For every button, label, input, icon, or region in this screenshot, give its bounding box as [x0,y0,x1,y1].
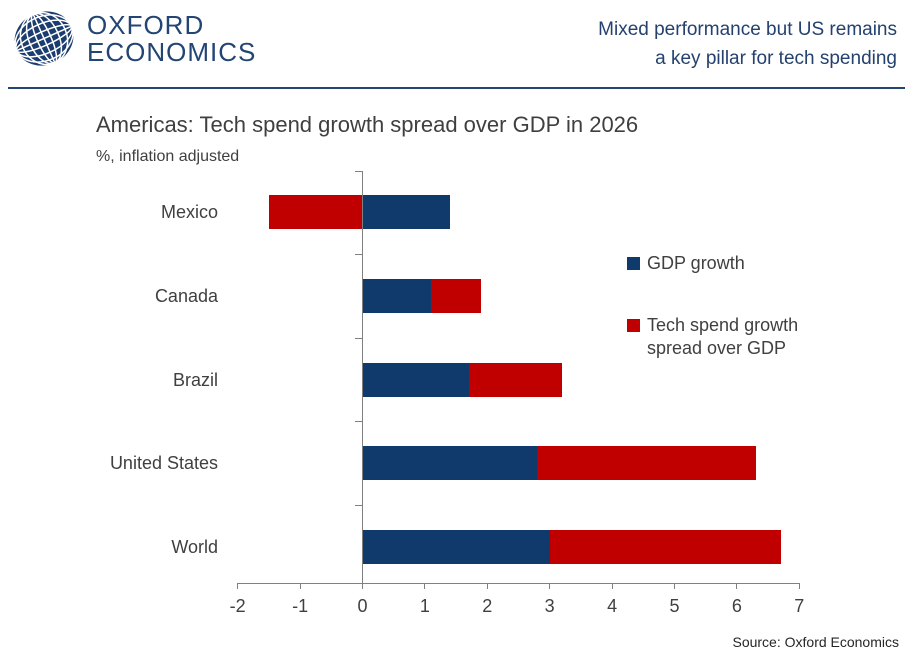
x-axis-tick [736,583,738,589]
chart-subtitle: %, inflation adjusted [96,148,240,165]
bar-segment-tech-spread [537,446,756,481]
x-axis-tick [299,583,301,589]
category-boundary-tick [355,170,362,172]
x-tick-label: 0 [357,596,368,616]
report-headline: Mixed performance but US remains a key p… [598,15,897,73]
globe-grid-icon [14,11,74,66]
x-tick-label: -1 [292,596,309,616]
x-tick-label: -2 [229,596,246,616]
category-label: Mexico [160,202,218,223]
category-label: United States [109,453,218,474]
legend-entry-tech-spread: Tech spend growth spread over GDP [627,314,798,360]
category-label: World [171,536,218,557]
x-axis-tick [362,583,363,589]
x-tick-label: 5 [669,596,680,616]
bar-segment-gdp-growth [362,529,550,564]
x-tick-label: 2 [482,596,493,616]
chart-title: Americas: Tech spend growth spread over … [96,112,639,137]
bar-segment-gdp-growth [362,446,538,481]
legend-label: GDP growth [647,253,745,273]
bar-segment-tech-spread [549,529,781,564]
oxford-economics-logo: OXFORD ECONOMICS [12,9,256,68]
bar-segment-tech-spread [268,195,363,230]
report-headline-line1: Mixed performance but US remains [598,19,897,40]
x-tick-label: 3 [544,596,555,616]
category-label: Canada [154,285,218,306]
bar-segment-tech-spread [468,362,563,397]
category-boundary-tick [355,421,362,423]
bar-segment-tech-spread [431,278,482,313]
x-axis-line [237,583,800,584]
x-axis-tick [237,583,239,589]
x-axis-tick [674,583,675,589]
logo-wordmark-line1: OXFORD [87,10,205,40]
x-tick-label: 4 [607,596,618,616]
report-headline-line2: a key pillar for tech spending [655,48,897,69]
category-boundary-tick [355,337,362,339]
legend-swatch-icon [627,257,640,270]
category-boundary-tick [355,504,362,506]
category-boundary-tick [355,254,362,256]
legend-label: Tech spend growth spread over GDP [647,315,799,358]
legend: GDP growth Tech spend growth spread over G… [627,252,798,399]
bar-segment-gdp-growth [362,362,469,397]
header-divider [8,87,905,89]
logo-wordmark-line2: ECONOMICS [87,37,257,67]
bar-segment-gdp-growth [362,195,450,230]
category-label: Brazil [172,369,218,390]
x-axis-tick [486,583,488,589]
x-tick-label: 1 [419,596,430,616]
x-tick-label: 6 [731,596,742,616]
x-axis-tick [549,583,551,589]
x-axis-tick [611,583,613,589]
legend-swatch-icon [627,319,640,332]
source-note: Source: Oxford Economics [732,634,899,650]
bar-segment-gdp-growth [362,278,432,313]
x-tick-label: 7 [794,596,805,616]
legend-entry-gdp-growth: GDP growth [627,252,798,275]
x-axis-tick [798,583,800,589]
logo-wordmark: OXFORD ECONOMICS [87,12,256,66]
x-axis-tick [424,583,426,589]
